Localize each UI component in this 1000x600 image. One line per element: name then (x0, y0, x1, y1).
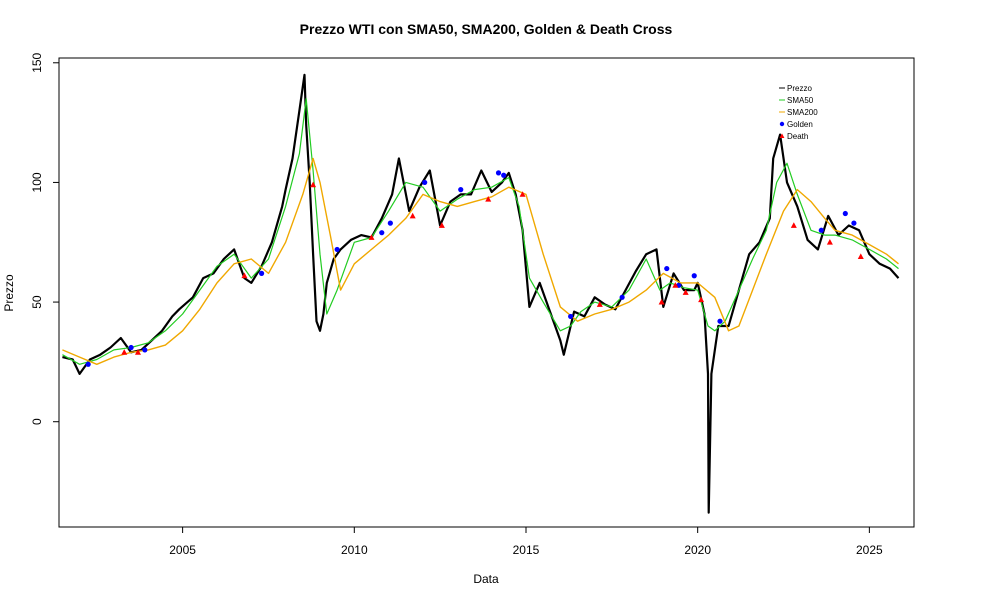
death-cross-point (368, 234, 375, 240)
death-cross-point (698, 296, 705, 303)
golden-cross-point (458, 187, 464, 193)
legend-label: Prezzo (787, 84, 812, 93)
death-cross-point (790, 222, 797, 228)
x-tick-label: 2010 (341, 543, 368, 557)
golden-cross-point (619, 294, 625, 300)
x-axis-label: Data (473, 572, 499, 586)
death-cross-point (519, 191, 526, 197)
golden-cross-point (568, 313, 574, 320)
x-tick-label: 2025 (856, 543, 883, 557)
golden-cross-point (495, 170, 502, 176)
series-line-prezzo (62, 73, 900, 514)
golden-cross-point (717, 318, 723, 324)
death-cross-point (310, 181, 317, 188)
golden-cross-point (842, 210, 848, 217)
plot-frame (58, 57, 915, 528)
golden-cross-point (128, 344, 134, 351)
legend-label: SMA50 (787, 96, 814, 105)
y-tick-label: 150 (30, 52, 44, 72)
legend-label: SMA200 (787, 108, 818, 117)
golden-cross-point (691, 273, 697, 279)
death-cross-point (134, 349, 141, 355)
legend: Prezzo SMA50 SMA200 Golden Death (779, 84, 818, 141)
golden-cross-point (818, 227, 824, 233)
series-line-sma50 (62, 98, 899, 365)
golden-cross-point (379, 230, 385, 236)
x-axis: 2005 2010 2015 2020 2025 (169, 527, 883, 557)
y-axis: 0 50 100 150 (30, 52, 59, 425)
series-line-sma200 (62, 157, 899, 365)
cross-markers (85, 170, 864, 367)
golden-cross-point (258, 270, 265, 276)
golden-cross-point (422, 179, 428, 186)
golden-cross-point (334, 246, 340, 253)
death-cross-point (121, 349, 128, 355)
y-tick-label: 100 (30, 172, 44, 192)
golden-cross-point (85, 361, 91, 367)
death-cross-point (409, 212, 416, 219)
legend-label: Death (787, 132, 808, 141)
golden-cross-point (142, 347, 148, 353)
legend-swatch (779, 133, 785, 138)
golden-cross-point (664, 265, 670, 272)
death-cross-point (658, 298, 665, 305)
y-tick-label: 0 (30, 418, 44, 425)
death-cross-point (857, 253, 864, 260)
death-cross-point (682, 289, 689, 295)
legend-swatch (779, 121, 785, 127)
x-tick-label: 2005 (169, 543, 196, 557)
death-cross-point (826, 239, 833, 245)
death-cross-point (596, 301, 603, 307)
death-cross-point (438, 222, 445, 228)
death-cross-point (241, 272, 248, 279)
legend-label: Golden (787, 120, 813, 129)
death-cross-point (485, 195, 492, 202)
x-tick-label: 2020 (684, 543, 711, 557)
y-tick-label: 50 (30, 295, 44, 309)
x-tick-label: 2015 (513, 543, 540, 557)
death-cross-point (672, 282, 679, 288)
golden-cross-point (387, 220, 393, 226)
golden-cross-point (501, 172, 507, 178)
golden-cross-point (851, 220, 857, 226)
y-axis-label: Prezzo (2, 274, 16, 312)
series-group (62, 73, 900, 514)
chart-title: Prezzo WTI con SMA50, SMA200, Golden & D… (300, 21, 673, 37)
